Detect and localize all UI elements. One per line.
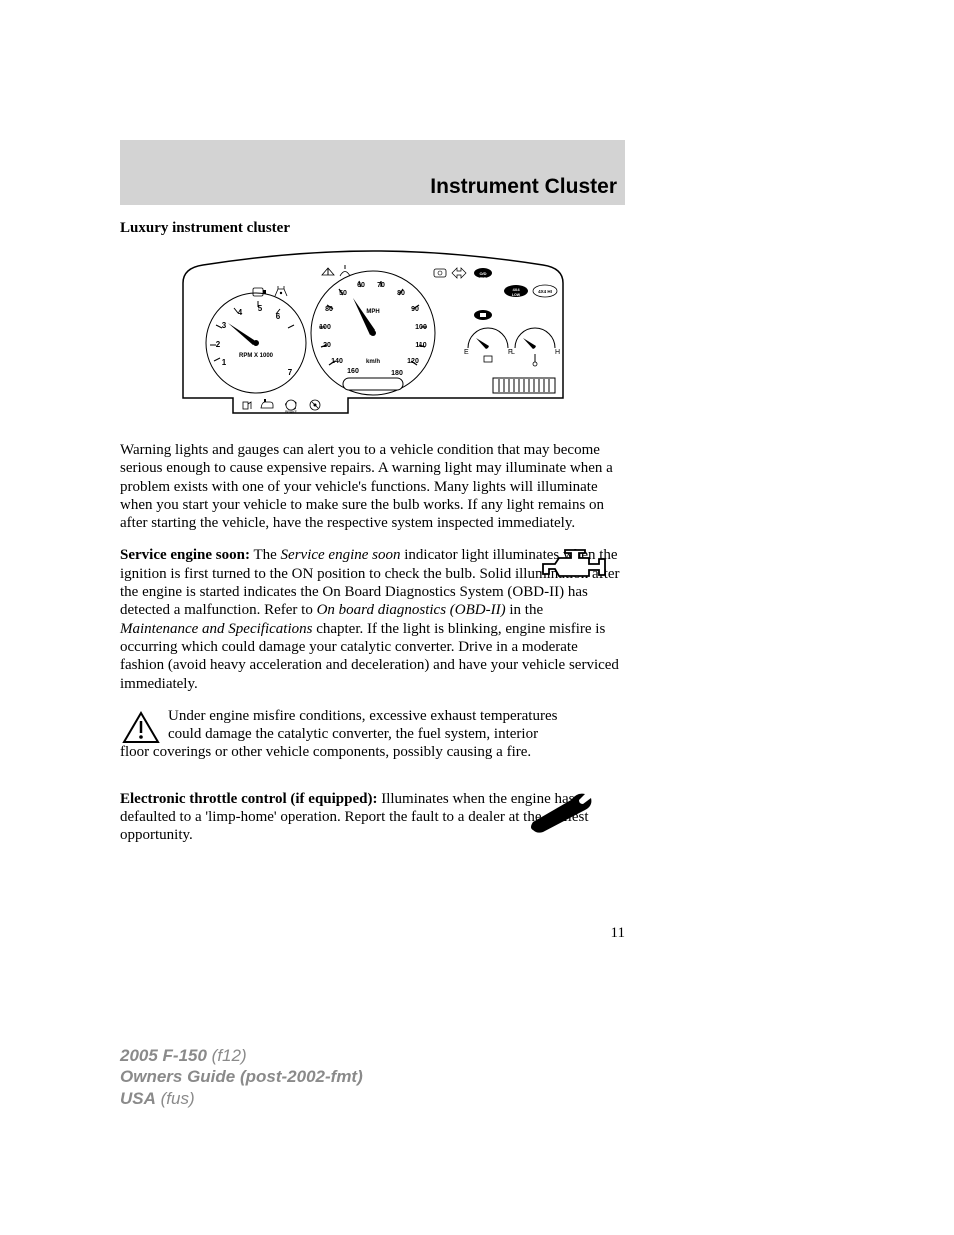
footer-code-2: (fus)	[156, 1089, 195, 1108]
svg-text:5: 5	[257, 304, 262, 313]
warning-line-1: Under engine misfire conditions, excessi…	[120, 707, 625, 725]
subheading-luxury-cluster: Luxury instrument cluster	[120, 220, 625, 237]
svg-text:RPM X 1000: RPM X 1000	[238, 353, 273, 359]
instrument-cluster-figure: 1 2 3 4 5 6 7 RPM X 1000	[120, 243, 625, 423]
warning-line-2: could damage the catalytic converter, th…	[120, 725, 625, 743]
svg-text:120: 120	[407, 358, 419, 365]
svg-text:1: 1	[221, 358, 226, 367]
etc-lead-bold: Electronic throttle control (if equipped…	[120, 791, 377, 807]
svg-text:3: 3	[221, 321, 226, 330]
svg-text:BRAKE: BRAKE	[285, 410, 298, 414]
ses-lead-bold: Service engine soon:	[120, 547, 250, 563]
ses-cont-italic-2: Maintenance and Specifications	[120, 621, 312, 637]
warning-text: Under engine misfire conditions, excessi…	[120, 707, 625, 762]
svg-text:OFF: OFF	[480, 276, 486, 280]
svg-text:H: H	[555, 349, 560, 356]
ses-cont-italic-1: On board diagnostics (OBD-II)	[317, 602, 506, 618]
svg-text:4X4: 4X4	[512, 287, 520, 292]
paragraph-warning-overview: Warning lights and gauges can alert you …	[120, 441, 625, 532]
footer-code-1: (f12)	[207, 1046, 247, 1065]
engine-icon	[535, 546, 615, 593]
section-service-engine-soon: Service engine soon: The Service engine …	[120, 546, 625, 692]
svg-text:L: L	[511, 349, 515, 356]
footer-line-2: Owners Guide (post-2002-fmt)	[120, 1066, 625, 1087]
warning-callout: Under engine misfire conditions, excessi…	[120, 707, 625, 762]
footer-line-3: USA (fus)	[120, 1088, 625, 1109]
section-electronic-throttle: Electronic throttle control (if equipped…	[120, 790, 625, 845]
header-title: Instrument Cluster	[120, 175, 625, 199]
ses-text-1: The	[250, 547, 281, 563]
footer-guide: Owners Guide (post-2002-fmt)	[120, 1067, 363, 1086]
svg-text:180: 180	[391, 370, 403, 377]
footer: 2005 F-150 (f12) Owners Guide (post-2002…	[120, 1045, 625, 1109]
content-area: Luxury instrument cluster 1 2 3 4 5 6 7	[120, 220, 625, 859]
ses-cont-2: in the	[506, 602, 544, 618]
svg-text:160: 160	[347, 368, 359, 375]
wrench-icon	[523, 788, 601, 843]
svg-text:2: 2	[215, 340, 220, 349]
page-number: 11	[120, 925, 625, 942]
svg-text:E: E	[464, 349, 469, 356]
footer-region: USA	[120, 1089, 156, 1108]
svg-text:LOW: LOW	[511, 293, 520, 297]
footer-model: 2005 F-150	[120, 1046, 207, 1065]
page: Instrument Cluster Luxury instrument clu…	[0, 0, 954, 1235]
svg-text:7: 7	[287, 368, 292, 377]
warning-triangle-icon	[122, 711, 160, 750]
svg-text:4X4 HI: 4X4 HI	[538, 289, 552, 294]
warning-line-3: floor coverings or other vehicle compone…	[120, 743, 625, 761]
instrument-cluster-svg: 1 2 3 4 5 6 7 RPM X 1000	[173, 243, 573, 418]
footer-line-1: 2005 F-150 (f12)	[120, 1045, 625, 1066]
svg-text:4: 4	[237, 308, 242, 317]
svg-text:MPH: MPH	[366, 309, 379, 315]
ses-italic-1: Service engine soon	[281, 547, 401, 563]
svg-text:km/h: km/h	[365, 359, 379, 365]
svg-text:140: 140	[331, 358, 343, 365]
